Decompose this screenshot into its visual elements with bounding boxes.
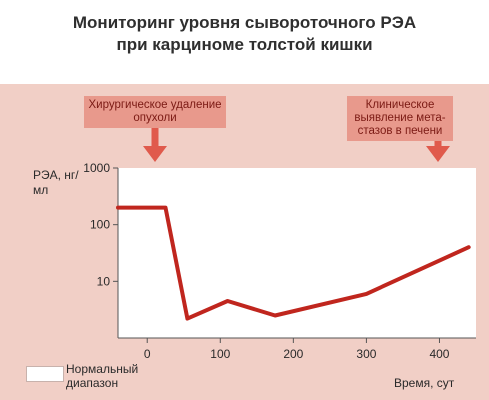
x-tick-label-300: 300 [356,347,376,361]
x-tick-label-200: 200 [283,347,303,361]
legend-normal-label: Нормальный диапазон [66,362,139,390]
title-line-1: Мониторинг уровня сывороточного РЭА [72,13,417,32]
surgery-arrow-head [143,146,167,162]
metastases-annotation: Клиническое выявление мета-стазов в пече… [347,96,453,141]
x-tick-label-100: 100 [210,347,230,361]
surgery-annotation-text: Хирургическое удаление опухоли [88,99,222,124]
metastases-arrow-head [426,146,450,162]
y-tick-label-10: 10 [97,274,111,288]
plot-area [118,168,476,338]
y-tick-label-1000: 1000 [83,161,110,175]
y-tick-label-100: 100 [90,218,110,232]
metastases-annotation-text: Клиническое выявление мета-стазов в пече… [354,99,446,137]
surgery-annotation: Хирургическое удаление опухоли [84,96,226,128]
series-line [116,205,471,321]
x-tick-label-400: 400 [429,347,449,361]
legend-normal-swatch [26,366,64,382]
chart-title: Мониторинг уровня сывороточного РЭА при … [0,12,489,56]
x-axis-label: Время, сут [394,376,454,390]
x-tick-label-0: 0 [144,347,151,361]
title-line-2: при карциноме толстой кишки [116,35,373,54]
y-axis-label-text: РЭА, нг/мл [33,168,79,197]
y-axis-label: РЭА, нг/мл [33,168,81,198]
x-axis-label-text: Время, сут [394,376,455,390]
